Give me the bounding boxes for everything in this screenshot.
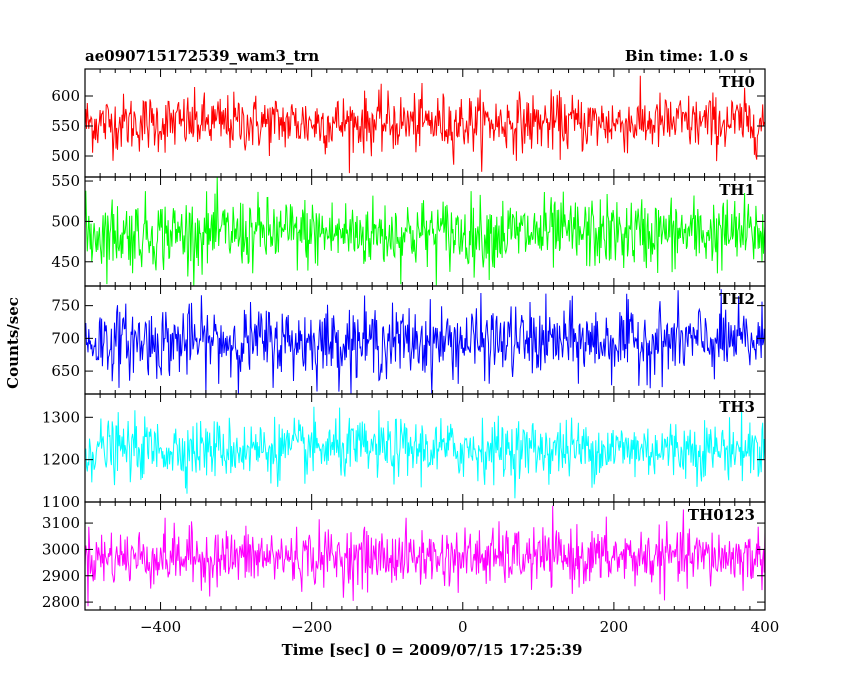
x-tick-label: 200 bbox=[600, 618, 629, 636]
y-tick-label: 450 bbox=[51, 253, 80, 271]
y-tick-label: 2900 bbox=[42, 567, 80, 585]
y-tick-label: 3000 bbox=[42, 540, 80, 558]
y-tick-label: 600 bbox=[51, 87, 80, 105]
y-tick-label: 1100 bbox=[42, 493, 80, 511]
series-line-th1 bbox=[84, 177, 766, 287]
chart-title: ae090715172539_wam3_trn bbox=[85, 47, 319, 65]
panel-th3: 1100 1200 1300 TH3 bbox=[42, 393, 766, 511]
panel-th0123: 2800 2900 3000 3100 TH0123 bbox=[42, 501, 766, 611]
series-line-th0 bbox=[84, 75, 766, 174]
panel-th1: 450 500 550 TH1 bbox=[51, 172, 766, 287]
x-tick-label: 400 bbox=[751, 618, 780, 636]
x-axis-label: Time [sec] 0 = 2009/07/15 17:25:39 bbox=[282, 641, 583, 659]
panels: 500 550 600 TH0 450 500 550 TH1 650 700 750 TH2 1100… bbox=[42, 68, 766, 611]
series-line-th3 bbox=[84, 406, 766, 499]
panel-th0: 500 550 600 TH0 bbox=[51, 68, 766, 178]
series-label: TH0 bbox=[719, 73, 755, 91]
x-axis: −400 −200 0 200 400 bbox=[84, 69, 780, 636]
bin-time-label: Bin time: 1.0 s bbox=[625, 47, 748, 65]
y-tick-label: 700 bbox=[51, 329, 80, 347]
y-tick-label: 500 bbox=[51, 212, 80, 230]
panel-th2: 650 700 750 TH2 bbox=[51, 285, 766, 395]
y-tick-label: 1300 bbox=[42, 408, 80, 426]
y-tick-label: 650 bbox=[51, 362, 80, 380]
y-tick-label: 750 bbox=[51, 297, 80, 315]
y-tick-label: 550 bbox=[51, 117, 80, 135]
series-label: TH2 bbox=[719, 290, 755, 308]
x-tick-label: 0 bbox=[458, 618, 468, 636]
y-tick-label: 1200 bbox=[42, 451, 80, 469]
panel-frame bbox=[84, 501, 766, 611]
x-tick-label: −400 bbox=[140, 618, 181, 636]
y-tick-label: 2800 bbox=[42, 593, 80, 611]
y-tick-label: 3100 bbox=[42, 514, 80, 532]
y-tick-label: 500 bbox=[51, 147, 80, 165]
series-label: TH1 bbox=[719, 181, 755, 199]
series-line-th0123 bbox=[84, 505, 766, 607]
y-axis-label: Counts/sec bbox=[4, 297, 22, 389]
x-tick-label: −200 bbox=[291, 618, 332, 636]
series-line-th2 bbox=[84, 289, 766, 395]
y-tick-label: 550 bbox=[51, 172, 80, 190]
series-label: TH3 bbox=[719, 398, 755, 416]
series-label: TH0123 bbox=[688, 506, 755, 524]
